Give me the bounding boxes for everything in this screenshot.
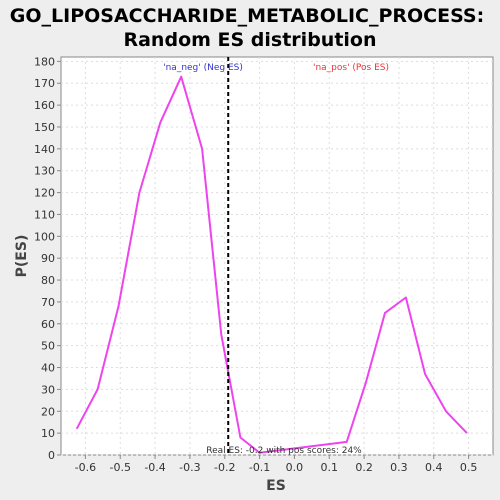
y-tick-label: 60 [41, 318, 55, 331]
x-tick-label: -0.6 [75, 461, 96, 474]
axes: -0.6 -0.5 -0.4 -0.3 -0.2 -0.1 0.0 0.1 0.2 0.3 0.4 0… [34, 55, 477, 474]
y-tick-label: 140 [34, 143, 55, 156]
y-tick-label: 110 [34, 208, 55, 221]
y-tick-label: 20 [41, 405, 55, 418]
x-tick-label: 0.2 [355, 461, 373, 474]
chart-title-line-1: GO_LIPOSACCHARIDE_METABOLIC_PROCESS: [10, 5, 484, 27]
x-axis-label: ES [266, 478, 286, 494]
chart-title-line-2: Random ES distribution [123, 29, 376, 51]
x-tick-label: 0.3 [390, 461, 408, 474]
distribution-line [75, 75, 468, 454]
y-tick-label: 0 [48, 449, 55, 462]
y-tick-label: 160 [34, 99, 55, 112]
annotation-layer: 'na_neg' (Neg ES) 'na_pos' (Pos ES) Real… [163, 63, 389, 456]
x-tick-label: 0.0 [286, 461, 304, 474]
y-axis-label: P(ES) [14, 235, 30, 278]
y-tick-label: 100 [34, 230, 55, 243]
y-tick-label: 30 [41, 383, 55, 396]
y-tick-label: 180 [34, 55, 55, 68]
series-layer [75, 57, 468, 455]
x-tick-label: -0.2 [214, 461, 235, 474]
y-tick-label: 50 [41, 340, 55, 353]
y-tick-label: 120 [34, 187, 55, 200]
real-es-caption: Real ES: -0.2 with pos scores: 24% [206, 446, 362, 456]
y-tick-label: 70 [41, 296, 55, 309]
grid [61, 57, 493, 456]
y-tick-label: 150 [34, 121, 55, 134]
y-tick-label: 40 [41, 362, 55, 375]
x-tick-label: -0.1 [249, 461, 270, 474]
y-tick-label: 10 [41, 427, 55, 440]
plot-area [60, 56, 494, 456]
x-tick-label: 0.4 [425, 461, 443, 474]
y-tick-label: 130 [34, 165, 55, 178]
y-tick-label: 80 [41, 274, 55, 287]
x-tick-label: -0.4 [144, 461, 165, 474]
x-tick-label: -0.3 [179, 461, 200, 474]
x-tick-label: 0.5 [460, 461, 478, 474]
x-tick-label: -0.5 [109, 461, 130, 474]
y-tick-label: 170 [34, 77, 55, 90]
neg-es-label: 'na_neg' (Neg ES) [163, 63, 243, 73]
pos-es-label: 'na_pos' (Pos ES) [313, 63, 389, 73]
x-tick-label: 0.1 [321, 461, 339, 474]
y-tick-label: 90 [41, 252, 55, 265]
